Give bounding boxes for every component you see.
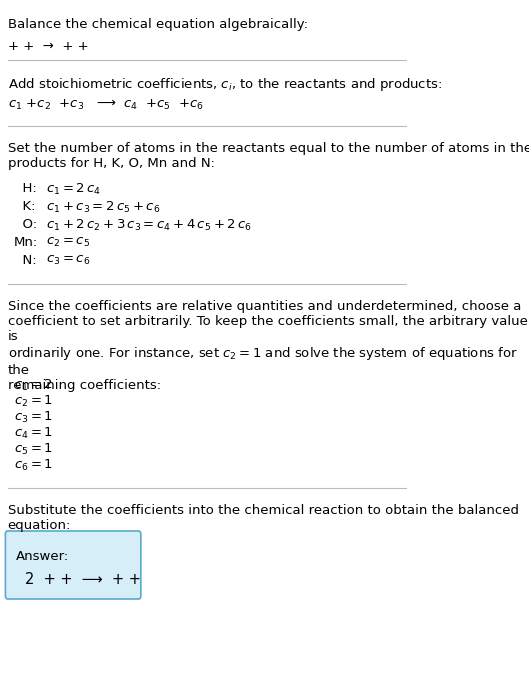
Text: N:: N: — [14, 254, 37, 267]
Text: $c_4 = 1$: $c_4 = 1$ — [14, 426, 53, 441]
Text: $c_3 = 1$: $c_3 = 1$ — [14, 410, 53, 425]
Text: Since the coefficients are relative quantities and underdetermined, choose a
coe: Since the coefficients are relative quan… — [8, 300, 527, 393]
Text: $c_1 + 2\,c_2 + 3\,c_3 = c_4 + 4\,c_5 + 2\,c_6$: $c_1 + 2\,c_2 + 3\,c_3 = c_4 + 4\,c_5 + … — [46, 218, 252, 233]
Text: K:: K: — [14, 200, 35, 213]
Text: Balance the chemical equation algebraically:: Balance the chemical equation algebraica… — [8, 18, 308, 31]
Text: + +  →  + +: + + → + + — [8, 40, 88, 53]
Text: $c_2 = 1$: $c_2 = 1$ — [14, 394, 53, 409]
Text: Set the number of atoms in the reactants equal to the number of atoms in the
pro: Set the number of atoms in the reactants… — [8, 142, 529, 170]
FancyBboxPatch shape — [5, 531, 141, 599]
Text: Mn:: Mn: — [14, 236, 38, 249]
Text: Substitute the coefficients into the chemical reaction to obtain the balanced
eq: Substitute the coefficients into the che… — [8, 504, 519, 532]
Text: Add stoichiometric coefficients, $c_i$, to the reactants and products:: Add stoichiometric coefficients, $c_i$, … — [8, 76, 442, 93]
Text: Answer:: Answer: — [15, 550, 69, 563]
Text: $c_2 = c_5$: $c_2 = c_5$ — [46, 236, 90, 249]
Text: O:: O: — [14, 218, 37, 231]
Text: $c_1$ +$c_2$  +$c_3$   ⟶  $c_4$  +$c_5$  +$c_6$: $c_1$ +$c_2$ +$c_3$ ⟶ $c_4$ +$c_5$ +$c_6… — [8, 98, 204, 112]
Text: $c_1 + c_3 = 2\,c_5 + c_6$: $c_1 + c_3 = 2\,c_5 + c_6$ — [46, 200, 161, 215]
Text: $c_6 = 1$: $c_6 = 1$ — [14, 458, 53, 473]
Text: 2  + +  ⟶  + +: 2 + + ⟶ + + — [25, 572, 141, 587]
Text: $c_1 = 2\,c_4$: $c_1 = 2\,c_4$ — [46, 182, 101, 197]
Text: $c_5 = 1$: $c_5 = 1$ — [14, 442, 53, 457]
Text: H:: H: — [14, 182, 37, 195]
Text: $c_1 = 2$: $c_1 = 2$ — [14, 378, 53, 393]
Text: $c_3 = c_6$: $c_3 = c_6$ — [46, 254, 90, 267]
